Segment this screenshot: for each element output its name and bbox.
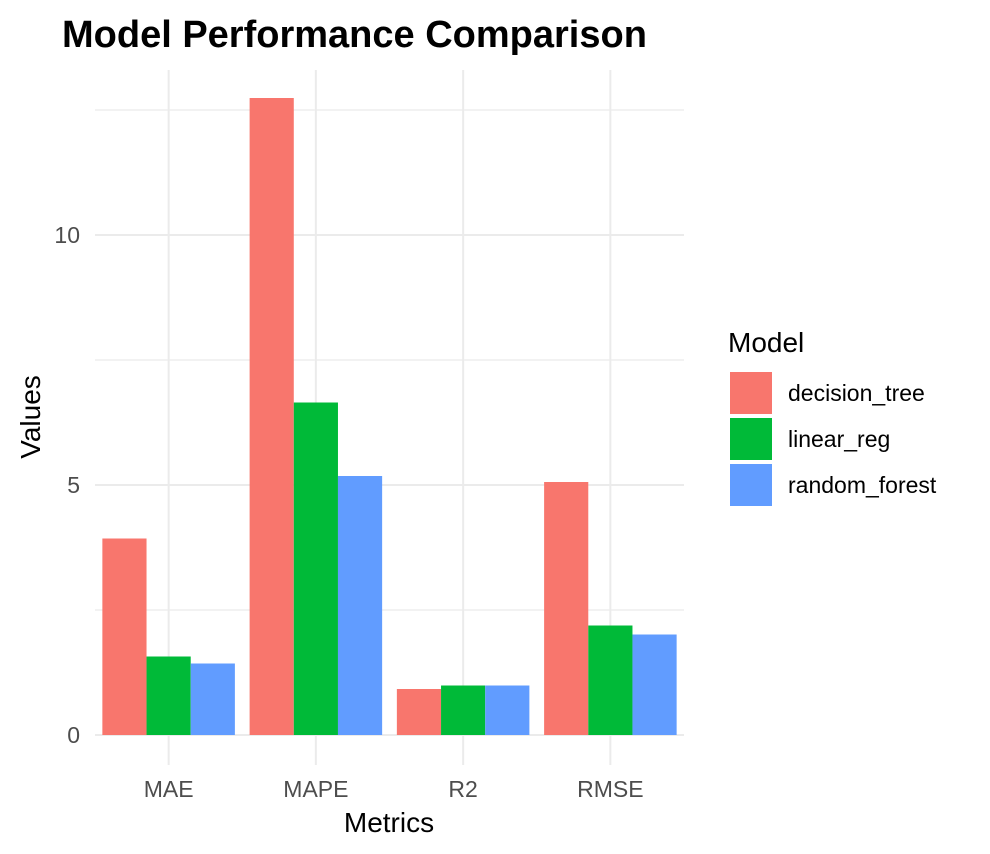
x-tick-label: RMSE: [577, 776, 643, 802]
bar-r2-linear-reg: [441, 685, 486, 735]
bar-mae-random-forest: [190, 663, 235, 735]
legend-label: linear_reg: [788, 426, 890, 452]
bar-mape-decision-tree: [249, 98, 294, 735]
y-axis-ticks: 0 5 10: [54, 222, 80, 748]
y-tick-label: 5: [67, 472, 80, 498]
legend-key-linear-reg: [730, 418, 772, 460]
bars: [102, 98, 677, 735]
bar-rmse-random-forest: [632, 634, 677, 735]
legend-key-random-forest: [730, 464, 772, 506]
bar-mae-linear-reg: [146, 656, 191, 735]
bar-rmse-decision-tree: [544, 482, 589, 735]
x-tick-label: MAPE: [283, 776, 348, 802]
y-tick-label: 10: [54, 222, 80, 248]
legend-label: decision_tree: [788, 380, 925, 406]
bar-r2-random-forest: [485, 685, 530, 735]
y-tick-label: 0: [67, 722, 80, 748]
x-tick-label: R2: [448, 776, 477, 802]
x-axis-ticks: MAE MAPE R2 RMSE: [144, 776, 644, 802]
legend-key-decision-tree: [730, 372, 772, 414]
legend-label: random_forest: [788, 472, 937, 498]
legend-title: Model: [728, 327, 804, 358]
legend: Model decision_tree linear_reg random_fore…: [728, 327, 937, 506]
x-axis-title: Metrics: [344, 807, 434, 838]
bar-mape-random-forest: [337, 476, 383, 735]
x-tick-label: MAE: [144, 776, 194, 802]
bar-r2-decision-tree: [396, 689, 442, 735]
y-axis-title: Values: [15, 375, 46, 459]
bar-mape-linear-reg: [293, 402, 338, 735]
bar-mae-decision-tree: [102, 538, 147, 735]
bar-rmse-linear-reg: [588, 625, 633, 735]
chart-title: Model Performance Comparison: [62, 14, 647, 56]
